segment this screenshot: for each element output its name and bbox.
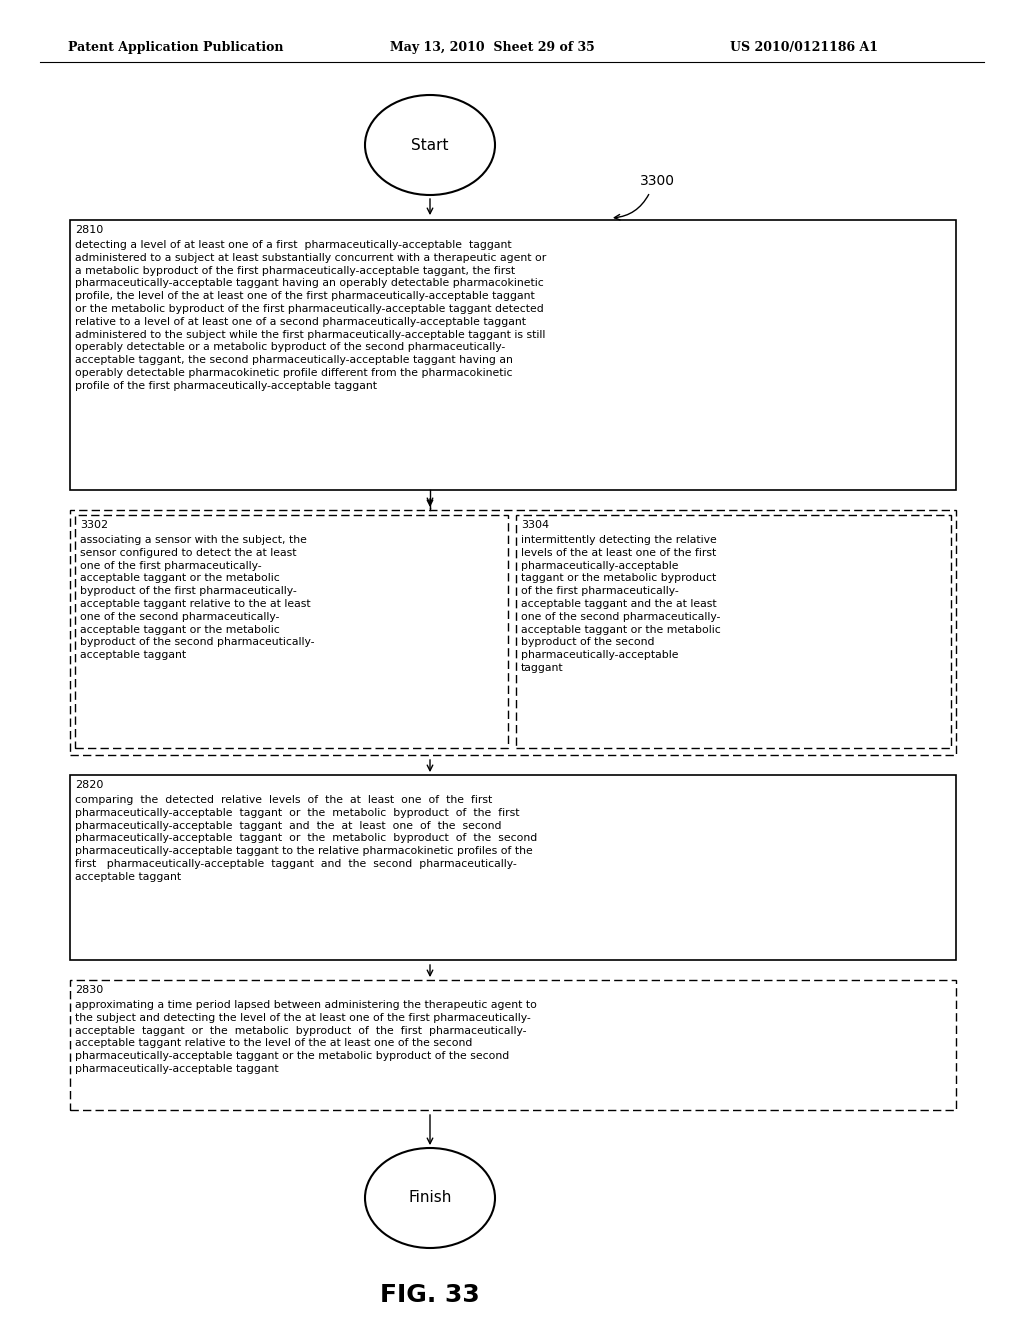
Text: comparing  the  detected  relative  levels  of  the  at  least  one  of  the  fi: comparing the detected relative levels o… (75, 795, 538, 882)
Bar (70, 510, 956, 755)
Text: US 2010/0121186 A1: US 2010/0121186 A1 (730, 41, 878, 54)
Text: May 13, 2010  Sheet 29 of 35: May 13, 2010 Sheet 29 of 35 (390, 41, 595, 54)
Bar (70, 775, 956, 960)
Text: Start: Start (412, 137, 449, 153)
Text: 2830: 2830 (75, 985, 103, 995)
Bar (75, 515, 508, 748)
Bar (70, 979, 956, 1110)
Text: FIG. 33: FIG. 33 (380, 1283, 480, 1307)
Bar (516, 515, 951, 748)
Text: associating a sensor with the subject, the
sensor configured to detect the at le: associating a sensor with the subject, t… (80, 535, 314, 660)
Text: Finish: Finish (409, 1191, 452, 1205)
Text: approximating a time period lapsed between administering the therapeutic agent t: approximating a time period lapsed betwe… (75, 1001, 537, 1074)
Bar (70, 220, 956, 490)
Text: intermittently detecting the relative
levels of the at least one of the first
ph: intermittently detecting the relative le… (521, 535, 721, 673)
Text: 2810: 2810 (75, 224, 103, 235)
Text: 3302: 3302 (80, 520, 109, 531)
Text: detecting a level of at least one of a first  pharmaceutically-acceptable  tagga: detecting a level of at least one of a f… (75, 240, 546, 391)
Text: Patent Application Publication: Patent Application Publication (68, 41, 284, 54)
Text: 2820: 2820 (75, 780, 103, 789)
Text: 3304: 3304 (521, 520, 549, 531)
Text: 3300: 3300 (640, 174, 675, 187)
